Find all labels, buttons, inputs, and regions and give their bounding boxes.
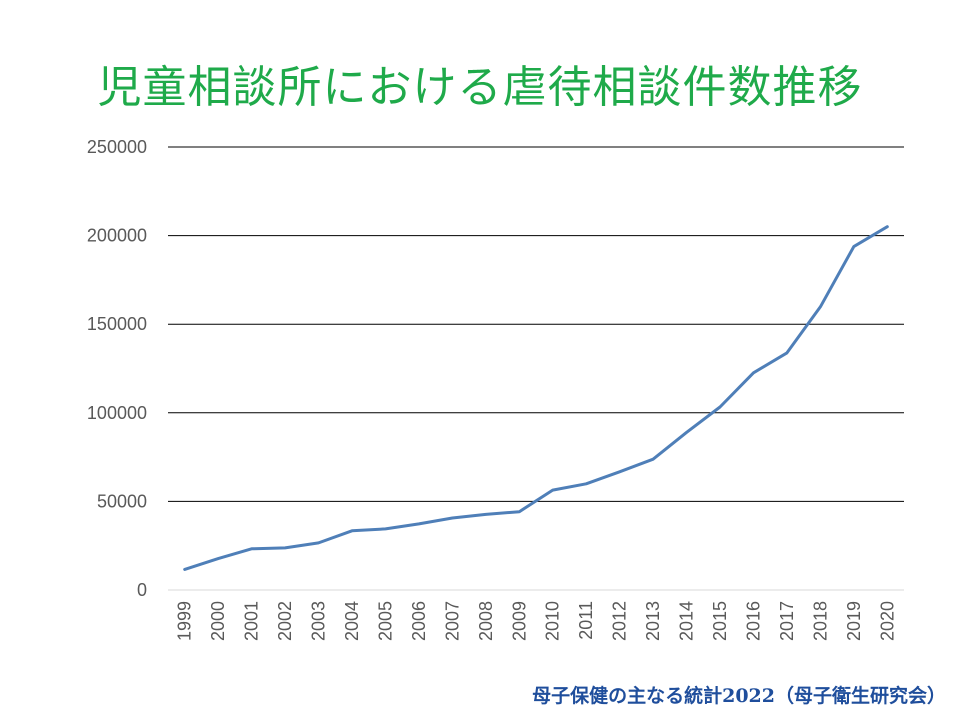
gridlines: [168, 146, 904, 591]
x-tick-label: 2020: [877, 601, 897, 641]
y-tick-label: 50000: [97, 491, 147, 511]
x-tick-label: 2006: [409, 601, 429, 641]
x-tick-label: 2015: [710, 601, 730, 641]
x-tick-label: 2002: [275, 601, 295, 641]
x-tick-label: 2004: [342, 601, 362, 641]
x-tick-label: 2005: [375, 601, 395, 641]
x-tick-label: 2011: [576, 601, 596, 640]
series-line: [183, 225, 889, 571]
x-tick-label: 2003: [309, 601, 329, 641]
x-tick-label: 2008: [476, 601, 496, 641]
x-tick-label: 2007: [442, 601, 462, 641]
x-tick-label: 2001: [242, 601, 262, 641]
x-tick-label: 2018: [810, 601, 830, 641]
x-tick-label: 2014: [677, 601, 697, 641]
x-tick-label: 2013: [643, 601, 663, 641]
source-note: 母子保健の主なる統計2022（母子衛生研究会）: [532, 685, 946, 707]
y-tick-label: 200000: [87, 226, 147, 246]
x-tick-label: 2012: [610, 601, 630, 641]
x-tick-label: 2019: [844, 601, 864, 641]
x-tick-label: 2000: [208, 601, 228, 641]
x-tick-label: 2010: [543, 601, 563, 641]
chart-title: 児童相談所における虐待相談件数推移: [97, 62, 863, 113]
x-axis-ticks: 1999 2000 2001 2002 2003 2004 2005 2006 2007 2008…: [175, 601, 898, 641]
x-tick-label: 2009: [509, 601, 529, 641]
y-tick-label: 100000: [87, 403, 147, 423]
x-tick-label: 2016: [743, 601, 763, 641]
y-tick-label: 150000: [87, 314, 147, 334]
y-axis-ticks: 0 50000 100000 150000 200000 250000: [87, 137, 147, 600]
x-tick-label: 1999: [175, 601, 195, 641]
y-tick-label: 0: [137, 580, 147, 600]
series-layer: [183, 225, 889, 571]
y-tick-label: 250000: [87, 137, 147, 157]
x-tick-label: 2017: [777, 601, 797, 641]
